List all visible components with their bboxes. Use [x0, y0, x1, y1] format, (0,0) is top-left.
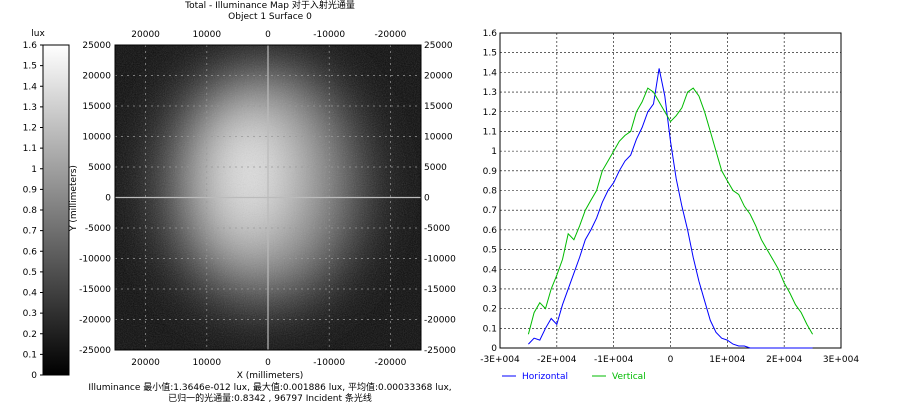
- colorbar-tick-label: 0.6: [23, 247, 38, 257]
- colorbar-tick-label: 0.5: [23, 268, 37, 278]
- colorbar-tick-label: 1: [31, 165, 37, 175]
- colorbar-tick-label: 0.7: [23, 227, 37, 237]
- y-tick-label-right: 10000: [424, 133, 453, 143]
- y-tick-label-left: -15000: [79, 285, 111, 295]
- series-line-vertical: [527, 87, 814, 335]
- y-tick-label: 1: [491, 147, 497, 157]
- colorbar-tick-label: 1.3: [23, 103, 37, 113]
- colorbar-tick-label: 0.1: [23, 350, 37, 360]
- y-tick-label-left: 5000: [88, 163, 111, 173]
- summary-line-1: Illuminance 最小值:1.3646e-012 lux, 最大值:0.0…: [88, 383, 452, 393]
- legend-label: Horizontal: [522, 372, 568, 382]
- colorbar-tick-label: 0.3: [23, 309, 37, 319]
- colorbar-tick-label: 1.5: [23, 62, 37, 72]
- x-tick-label: 2E+004: [766, 355, 802, 365]
- x-tick-label-top: -10000: [313, 30, 345, 40]
- x-tick-label-top: 0: [265, 30, 271, 40]
- x-tick-label-top: -20000: [374, 30, 406, 40]
- colorbar-unit: lux: [31, 29, 45, 39]
- colorbar-tick-label: 0: [31, 371, 37, 380]
- y-tick-label-right: -25000: [424, 346, 456, 356]
- y-tick-label-right: 25000: [424, 41, 453, 51]
- colorbar-tick-label: 0.8: [23, 206, 38, 216]
- y-tick-label: 1.5: [483, 49, 497, 59]
- y-tick-label-left: -5000: [85, 224, 111, 234]
- x-tick-label: -2E+004: [537, 355, 577, 365]
- x-tick-label: 0: [668, 355, 674, 365]
- y-tick-label: 0.6: [483, 226, 498, 236]
- y-tick-label-left: 20000: [82, 72, 111, 82]
- x-tick-label-bottom: 20000: [131, 358, 160, 368]
- illuminance-map: 1.6 1.5 1.4 1.3 1.2 1.1 1 0.9 0.8 0.7 0.6 0.5 0.4 0.3…: [23, 29, 456, 380]
- legend-label: Vertical: [612, 372, 646, 382]
- x-tick-label: -1E+004: [594, 355, 634, 365]
- colorbar-tick-label: 1.2: [23, 124, 37, 134]
- y-tick-label-left: 10000: [82, 133, 111, 143]
- x-tick-label: -3E+004: [480, 355, 520, 365]
- heatmap-title: Total - Illuminance Map 对于入射光通量: [185, 1, 355, 11]
- y-tick-label: 0.4: [483, 265, 498, 275]
- x-tick-label-top: 10000: [192, 30, 221, 40]
- y-tick-label: 0: [491, 344, 497, 354]
- x-tick-label-top: 20000: [131, 30, 160, 40]
- y-tick-label-right: 5000: [424, 163, 447, 173]
- y-tick-label: 1.3: [483, 88, 497, 98]
- y-tick-label-right: 20000: [424, 72, 453, 82]
- y-tick-label: 0.1: [483, 324, 497, 334]
- y-tick-label-left: 15000: [82, 102, 111, 112]
- heatmap-image: [115, 45, 421, 350]
- y-tick-label-left: 25000: [82, 41, 111, 51]
- y-tick-label-left: -10000: [79, 255, 111, 265]
- y-tick-label: 1.2: [483, 108, 497, 118]
- y-tick-label: 1.1: [483, 127, 497, 137]
- y-tick-label-right: -5000: [424, 224, 450, 234]
- x-tick-label: 1E+004: [709, 355, 745, 365]
- profile-chart: 0 0.1 0.2 0.3 0.4 0.5 0.6 0.7 0.8 0.9 1 1.1 1.2 1.3 1.…: [480, 29, 859, 382]
- y-tick-label: 0.3: [483, 285, 497, 295]
- x-tick-label-bottom: 10000: [192, 358, 221, 368]
- x-tick-label-bottom: -10000: [313, 358, 345, 368]
- x-tick-label-bottom: 0: [265, 358, 271, 368]
- x-tick-label: 3E+004: [823, 355, 859, 365]
- y-tick-label-right: -10000: [424, 255, 456, 265]
- colorbar-gradient: [42, 44, 70, 376]
- y-tick-label: 0.8: [483, 187, 498, 197]
- y-tick-label: 0.7: [483, 206, 497, 216]
- colorbar-tick-label: 1.4: [23, 82, 38, 92]
- y-tick-label-right: -20000: [424, 316, 456, 326]
- colorbar-tick-label: 1.6: [23, 41, 38, 51]
- y-tick-label: 1.4: [483, 68, 498, 78]
- y-axis-label: Y (millimeters): [69, 165, 79, 232]
- y-tick-label-right: 15000: [424, 102, 453, 112]
- heatmap-frame: [114, 44, 422, 351]
- colorbar-tick-label: 0.4: [23, 289, 38, 299]
- y-tick-label: 1.6: [483, 29, 498, 39]
- y-tick-label-right: 0: [424, 194, 430, 204]
- colorbar: 1.6 1.5 1.4 1.3 1.2 1.1 1 0.9 0.8 0.7 0.6 0.5 0.4 0.3…: [23, 41, 70, 380]
- heatmap-subtitle: Object 1 Surface 0: [228, 12, 312, 22]
- y-tick-label-left: 0: [105, 194, 111, 204]
- colorbar-tick-label: 1.1: [23, 144, 37, 154]
- y-tick-label-right: -15000: [424, 285, 456, 295]
- legend: Horizontal Vertical: [502, 372, 646, 382]
- series-line-horizontal: [528, 68, 813, 349]
- colorbar-tick-label: 0.9: [23, 185, 38, 195]
- y-tick-label: 0.5: [483, 246, 497, 256]
- x-axis-label: X (millimeters): [237, 371, 304, 380]
- x-tick-label-bottom: -20000: [374, 358, 406, 368]
- plot-frame: [499, 32, 842, 349]
- y-tick-label: 0.2: [483, 305, 497, 315]
- y-tick-label-left: -25000: [79, 346, 111, 356]
- y-tick-label-left: -20000: [79, 316, 111, 326]
- colorbar-tick-label: 0.2: [23, 330, 37, 340]
- summary-line-2: 已归一的光通量:0.8342 , 96797 Incident 条光线: [168, 394, 372, 404]
- y-tick-label: 0.9: [483, 167, 498, 177]
